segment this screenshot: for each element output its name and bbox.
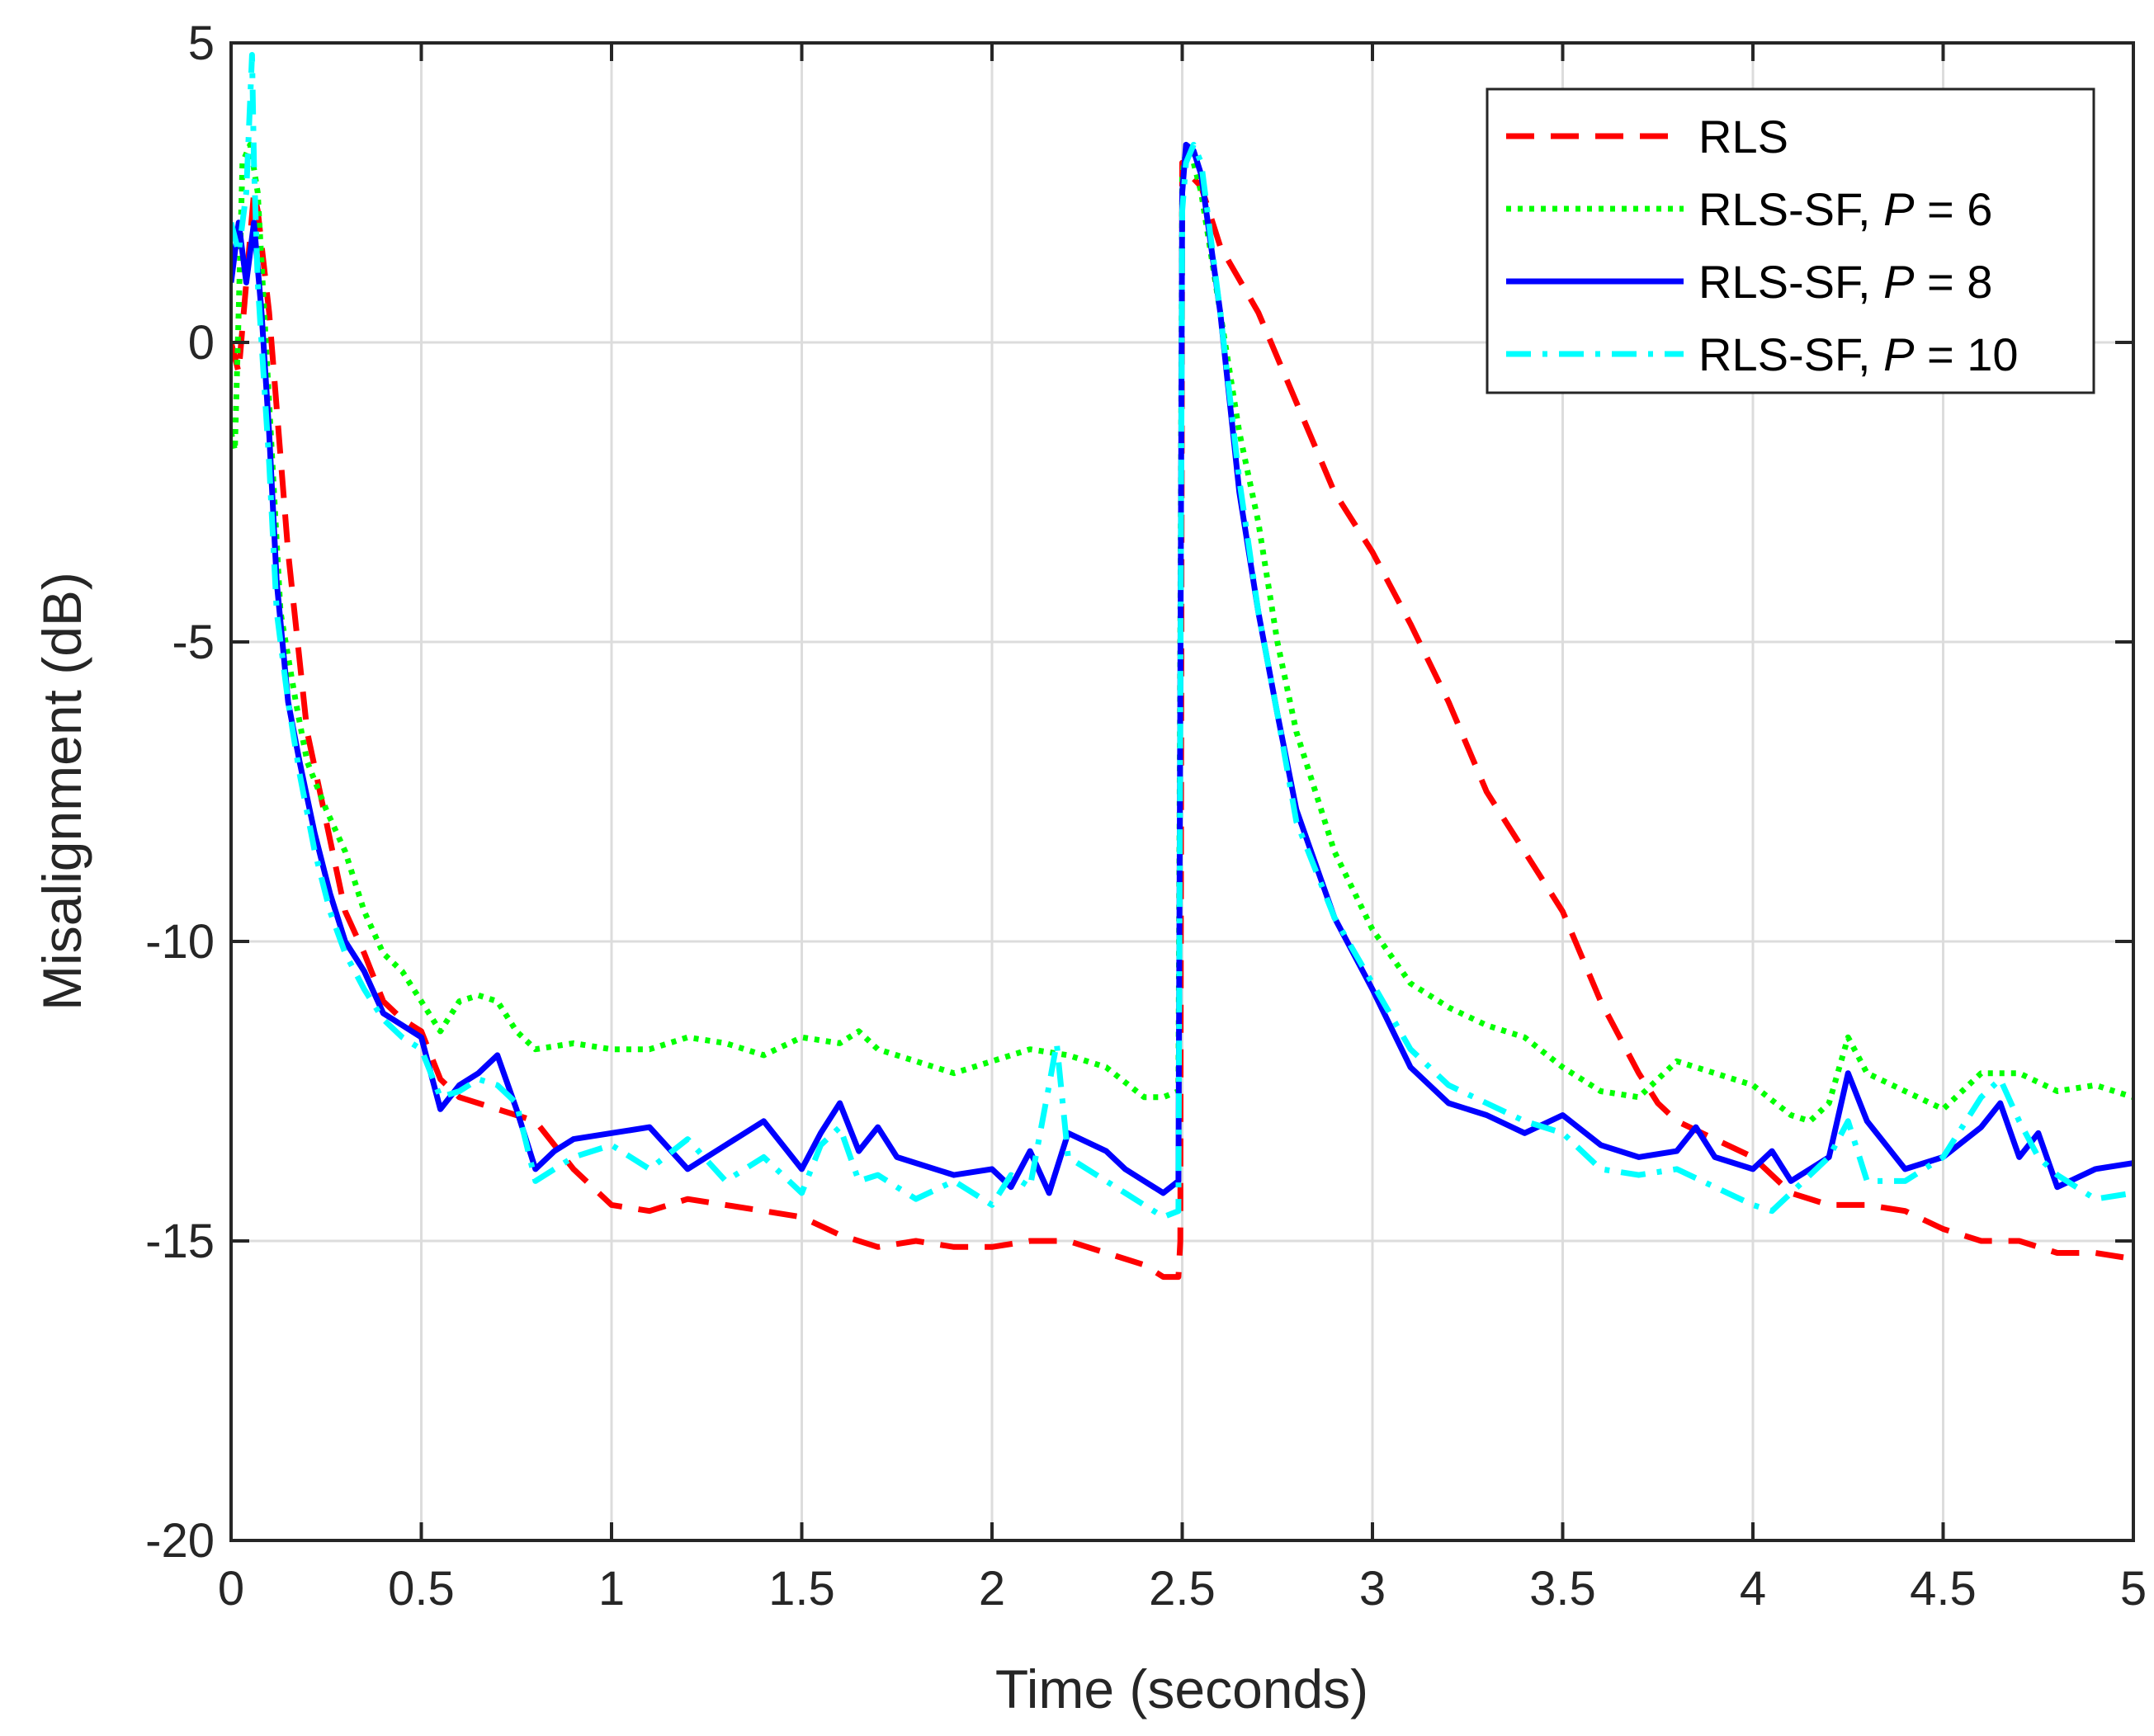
y-axis-label: Misalignment (dB) — [31, 572, 92, 1011]
legend-box — [1486, 87, 2095, 394]
series-line-2 — [231, 141, 2133, 1125]
legend-label-1: RLS — [1698, 111, 1788, 163]
x-tick-label: 4 — [1740, 1562, 1766, 1616]
x-tick-label: 1.5 — [768, 1562, 835, 1616]
series-group — [231, 52, 2133, 1281]
legend-label-3: RLS-SF, P = 8 — [1698, 256, 1992, 308]
x-tick-label: 4.5 — [1910, 1562, 1977, 1616]
x-tick-label: 0 — [218, 1562, 244, 1616]
ticks — [229, 41, 2135, 1542]
x-tick-label: 5 — [2120, 1562, 2147, 1616]
y-tick-label: -15 — [145, 1215, 215, 1268]
x-tick-label: 2 — [979, 1562, 1005, 1616]
legend: RLS RLS-SF, P = 6 RLS-SF, P = 8 RLS-SF, P =… — [1486, 87, 2095, 394]
y-tick-label: 0 — [188, 316, 215, 370]
y-tick-label: -5 — [172, 616, 215, 669]
series-line-4 — [231, 52, 2133, 1220]
x-tick-label: 0.5 — [388, 1562, 455, 1616]
tick-labels: 0 0.5 1 1.5 2 2.5 3 3.5 4 4.5 5 5 0 -5 -10 -15 -20 — [145, 17, 2147, 1616]
legend-label-4: RLS-SF, P = 10 — [1698, 328, 2019, 380]
series-line-1 — [231, 159, 2133, 1281]
x-tick-label: 3.5 — [1529, 1562, 1596, 1616]
y-tick-label: 5 — [188, 17, 215, 70]
x-tick-label: 3 — [1359, 1562, 1386, 1616]
x-tick-label: 2.5 — [1149, 1562, 1216, 1616]
y-tick-label: -10 — [145, 915, 215, 969]
x-axis-label: Time (seconds) — [995, 1658, 1368, 1719]
y-tick-label: -20 — [145, 1514, 215, 1568]
x-tick-label: 1 — [598, 1562, 625, 1616]
legend-label-2: RLS-SF, P = 6 — [1698, 183, 1992, 235]
